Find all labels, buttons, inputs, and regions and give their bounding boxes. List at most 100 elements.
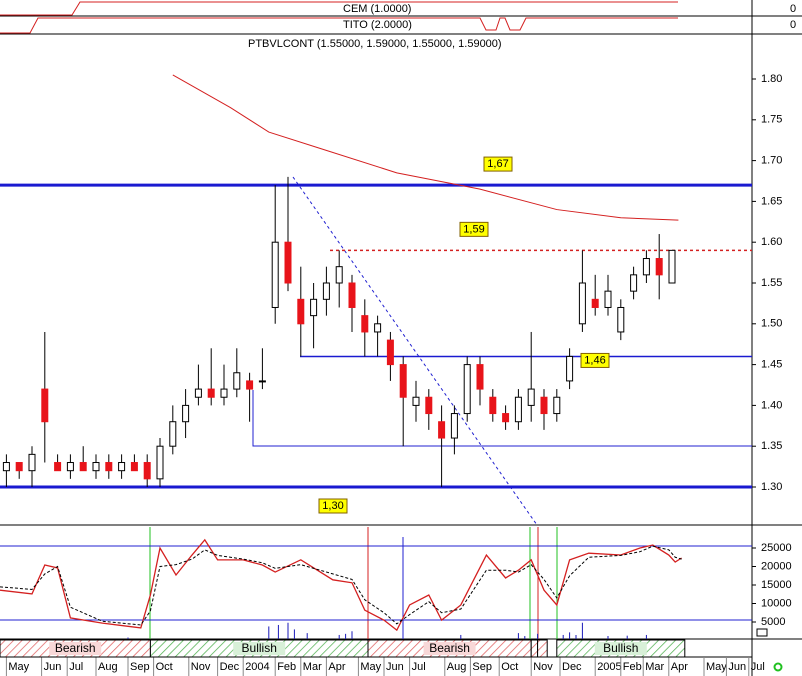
y-tick-label: 1.55 — [761, 277, 782, 289]
regime — [530, 639, 539, 658]
candle-body — [642, 258, 650, 276]
regime-label-bg — [233, 642, 286, 655]
candle-body — [118, 462, 126, 472]
x-tick-label: Jun — [44, 661, 62, 673]
candle-body — [2, 462, 10, 472]
tito-label: TITO (2.0000) — [343, 19, 412, 31]
x-tick-label: May — [706, 661, 727, 673]
candle-body — [476, 364, 484, 390]
x-tick-label: Jun — [386, 661, 404, 673]
oscillator-line — [0, 538, 682, 632]
candle-body — [374, 323, 382, 333]
y-tick-label: 1.30 — [761, 481, 782, 493]
scroll-icon — [756, 628, 768, 637]
y-tick-label: 1.70 — [761, 155, 782, 167]
x-tick-label: Jul — [751, 661, 765, 673]
x-tick-label: Nov — [191, 661, 211, 673]
candle-body — [438, 421, 446, 439]
candle-body — [28, 453, 36, 472]
candle-body — [207, 388, 215, 398]
oscillator-line — [0, 545, 682, 626]
regime-label: Bullish — [603, 641, 638, 655]
candle-body — [514, 396, 522, 423]
y-tick-label: 1.45 — [761, 359, 782, 371]
level-box — [318, 498, 348, 514]
candle-body — [169, 421, 177, 447]
level-box — [580, 352, 610, 368]
y-tick-label: 1.75 — [761, 114, 782, 126]
osc-tick-label: 5000 — [761, 616, 785, 628]
status-icon — [773, 662, 783, 672]
candle-body — [655, 258, 663, 276]
chart-title: PTBVLCONT (1.55000, 1.59000, 1.55000, 1.… — [248, 38, 502, 50]
level-label: 1,67 — [487, 158, 508, 170]
candle-body — [194, 388, 202, 398]
candle-body — [502, 413, 510, 423]
candle-body — [258, 380, 266, 383]
x-tick-label: Apr — [671, 661, 688, 673]
y-tick-label: 1.35 — [761, 440, 782, 452]
x-tick-label: Mar — [303, 661, 322, 673]
regime-label: Bearish — [55, 641, 96, 655]
regime-label-bg — [423, 642, 476, 655]
x-tick-label: Nov — [533, 661, 553, 673]
x-tick-label: Feb — [277, 661, 296, 673]
y-tick-label: 1.50 — [761, 318, 782, 330]
regime-label-bg — [49, 642, 102, 655]
regime — [537, 639, 548, 658]
candle-body — [54, 462, 62, 472]
candle-body — [412, 396, 420, 406]
cem-label: CEM (1.0000) — [343, 3, 411, 15]
x-tick-label: Dec — [562, 661, 582, 673]
candle-body — [156, 445, 164, 480]
x-tick-label: Jul — [69, 661, 83, 673]
candle-body — [527, 388, 535, 406]
candle-body — [297, 298, 305, 325]
candle-body — [66, 462, 74, 472]
tito-line — [0, 17, 678, 34]
moving-average — [172, 74, 679, 221]
candle-body — [41, 388, 49, 423]
x-tick-label: May — [8, 661, 29, 673]
x-tick-label: Jul — [412, 661, 426, 673]
level-label: 1,30 — [322, 500, 343, 512]
candle-body — [425, 396, 433, 415]
candle-body — [630, 274, 638, 292]
signal-lines — [149, 527, 558, 639]
candle-body — [489, 396, 497, 415]
x-tick-label: Aug — [98, 661, 118, 673]
candle-body — [361, 315, 369, 333]
x-tick-label: May — [360, 661, 381, 673]
level-label: 1,46 — [584, 354, 605, 366]
candle-body — [591, 298, 599, 308]
candle-body — [566, 355, 574, 382]
x-tick-label: Mar — [645, 661, 664, 673]
candle-body — [335, 266, 343, 284]
regime-label-bg — [594, 642, 647, 655]
cem-line — [0, 1, 678, 16]
candle-body — [15, 462, 23, 472]
cem-tick: 0 — [790, 3, 796, 15]
candle-body — [310, 298, 318, 317]
candle-body — [271, 241, 279, 308]
regime-label: Bullish — [242, 641, 277, 655]
x-tick-label: Oct — [501, 661, 518, 673]
candle-body — [617, 306, 625, 333]
candle-body — [246, 380, 254, 390]
regime-label: Bearish — [429, 641, 470, 655]
candle-body — [668, 249, 676, 284]
trend-line — [292, 176, 538, 526]
level-box — [483, 156, 513, 172]
x-tick-label: Aug — [447, 661, 467, 673]
x-tick-label: Sep — [130, 661, 150, 673]
candle-body — [386, 339, 394, 366]
support-bracket — [252, 390, 752, 447]
osc-tick-label: 15000 — [761, 579, 792, 591]
candle-body — [284, 241, 292, 284]
y-tick-label: 1.40 — [761, 399, 782, 411]
candle-body — [348, 282, 356, 308]
tito-tick: 0 — [790, 19, 796, 31]
candle-body — [463, 364, 471, 415]
